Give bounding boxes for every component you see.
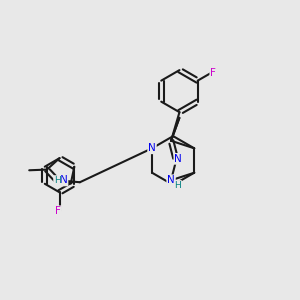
Text: N: N xyxy=(60,176,68,185)
Text: H: H xyxy=(54,176,61,185)
Text: H: H xyxy=(174,181,181,190)
Text: N: N xyxy=(167,175,175,185)
Text: F: F xyxy=(55,206,61,216)
Text: N: N xyxy=(148,143,156,153)
Text: N: N xyxy=(174,154,182,164)
Text: F: F xyxy=(210,68,216,78)
